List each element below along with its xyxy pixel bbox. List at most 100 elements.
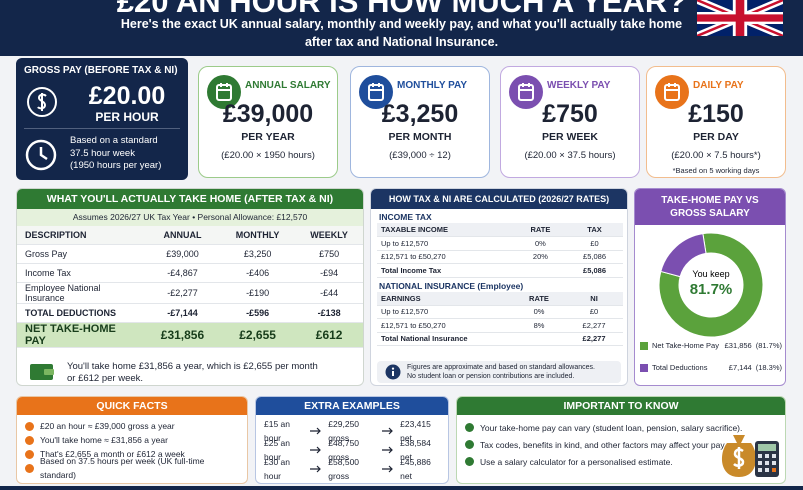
gross-note-line: 37.5 hour week — [70, 147, 135, 159]
table-cell: Gross Pay — [17, 244, 145, 264]
column-header: ANNUAL — [145, 226, 220, 245]
table-cell: TOTAL DEDUCTIONS — [17, 303, 145, 323]
arrow-icon — [382, 465, 394, 473]
pay-card: DAILY PAY £150 PER DAY (£20.00 × 7.5 hours*… — [646, 66, 786, 178]
center-label: You keep — [692, 269, 729, 279]
clock-icon — [25, 139, 57, 171]
important-text: Your take-home pay can vary (student loa… — [480, 422, 743, 433]
tax-column-header: RATE — [512, 291, 566, 306]
takehome-title: WHAT YOU'LL ACTUALLY TAKE HOME (AFTER TA… — [17, 189, 363, 209]
donut-chart: You keep 81.7% — [658, 232, 764, 338]
net-cell: £612 — [295, 322, 363, 348]
table-row: Employee National Insurance -£2,277 -£190-… — [17, 282, 363, 304]
legend-amount: £31,856 — [724, 341, 752, 350]
legend-amount: £7,144 — [728, 363, 752, 372]
card-calc: (£39,000 ÷ 12) — [389, 150, 451, 161]
table-cell: -£406 — [219, 263, 296, 283]
fact-text: £20 an hour ≈ £39,000 gross a year — [40, 421, 175, 431]
tax-cell: 0% — [514, 236, 567, 251]
examples-title: EXTRA EXAMPLES — [256, 397, 448, 415]
tax-footnote-line: Figures are approximate and based on sta… — [407, 364, 595, 371]
gross-unit: PER HOUR — [95, 110, 159, 124]
column-header: DESCRIPTION — [17, 226, 145, 245]
examples-list: £15 an hour £29,250 gross £23,415 net £25 a… — [256, 415, 448, 483]
tax-row: Up to £12,570 0% £0 — [377, 236, 623, 251]
gross-note-line: Based on a standard — [70, 135, 158, 146]
column-header: WEEKLY — [295, 226, 363, 245]
fact-item: That's £2,655 a month or £612 a week — [25, 447, 239, 461]
bullet — [25, 449, 34, 459]
tax-total-value: £5,086 — [566, 263, 623, 278]
tax-footnote: Figures are approximate and based on sta… — [407, 363, 595, 381]
footer-bar — [0, 486, 803, 490]
tax-cell: Up to £12,570 — [377, 305, 513, 319]
summary-line: or £612 per week. — [67, 373, 144, 384]
net-row: NET TAKE-HOME PAY £31,856 £2,655 £612 — [17, 322, 363, 348]
example-net: £38,584 net — [400, 437, 431, 462]
gross-label: GROSS PAY (BEFORE TAX & NI) — [24, 65, 178, 76]
tax-panel: HOW TAX & NI ARE CALCULATED (2026/27 RAT… — [370, 188, 628, 386]
card-title: DAILY PAY — [693, 80, 744, 91]
important-item: Your take-home pay can vary (student loa… — [465, 419, 777, 436]
table-row: Income Tax -£4,867 -£406 -£94 — [17, 263, 363, 283]
pay-card: MONTHLY PAY £3,250 PER MONTH (£39,000 ÷ 12) — [350, 66, 490, 178]
donut-title: TAKE-HOME PAY VS GROSS SALARY — [635, 189, 785, 225]
pay-card: ANNUAL SALARY £39,000 PER YEAR (£20.00 × 19… — [198, 66, 338, 178]
arrow-icon — [310, 446, 322, 454]
card-icon — [359, 75, 393, 109]
card-title: MONTHLY PAY — [397, 80, 468, 91]
important-item: Tax codes, benefits in kind, and other f… — [465, 436, 777, 453]
example-rate: £15 an hour — [264, 418, 290, 443]
center-value: 81.7% — [690, 281, 733, 298]
tax-cell: £0 — [566, 236, 623, 251]
tax-table: TAXABLE INCOME RATE TAX Up to £12,570 0% £0 £1… — [377, 223, 623, 278]
takehome-table: DESCRIPTION ANNUAL MONTHLY WEEKLY Gross Pay £… — [17, 226, 363, 348]
fact-item: £20 an hour ≈ £39,000 gross a year — [25, 419, 239, 433]
legend-label: Total Deductions — [652, 363, 708, 372]
legend-item: Net Take-Home Pay £31,856 (81.7%) — [640, 341, 782, 350]
gross-amount: £20.00 — [88, 82, 166, 110]
bullet — [465, 457, 474, 466]
fact-item: Based on 37.5 hours per week (UK full-ti… — [25, 456, 239, 480]
tax-total-row: Total National Insurance £2,277 — [377, 332, 623, 346]
card-amount: £39,000 — [222, 100, 314, 128]
bullet — [465, 423, 474, 432]
tax-cell: £5,086 — [566, 250, 623, 264]
example-rate: £25 an hour — [264, 437, 290, 462]
facts-list: £20 an hour ≈ £39,000 gross a year You'll… — [17, 415, 247, 480]
legend-label: Net Take-Home Pay — [652, 341, 719, 350]
table-cell: -£94 — [295, 263, 363, 283]
legend-percent: (18.3%) — [755, 363, 782, 372]
card-unit: PER MONTH — [388, 131, 452, 143]
legend-item: Total Deductions £7,144 (18.3%) — [640, 363, 782, 372]
example-net: £23,415 net — [400, 418, 431, 443]
example-rate: £30 an hour — [264, 456, 290, 481]
legend-percent: (81.7%) — [755, 341, 782, 350]
important-item: Use a salary calculator for a personalis… — [465, 453, 777, 470]
table-header-row: DESCRIPTION ANNUAL MONTHLY WEEKLY — [17, 226, 363, 245]
tax-section-title: INCOME TAX — [379, 212, 432, 222]
pay-card: WEEKLY PAY £750 PER WEEK (£20.00 × 37.5 hou… — [500, 66, 640, 178]
summary-line: You'll take home £31,856 a year, which i… — [67, 361, 318, 372]
tax-row: £12,571 to £50,270 8% £2,277 — [377, 318, 623, 333]
donut-slice — [660, 233, 707, 278]
example-item: £15 an hour £29,250 gross £23,415 net — [264, 419, 440, 443]
tax-column-header: NI — [565, 291, 623, 306]
tax-total-value: £2,277 — [565, 332, 623, 346]
example-gross: £29,250 gross — [328, 418, 360, 443]
table-row: Gross Pay £39,000 £3,250 £750 — [17, 244, 363, 264]
subtitle-line: Here's the exact UK annual salary, month… — [120, 17, 683, 31]
card-icon — [509, 75, 543, 109]
table-cell: Income Tax — [17, 263, 145, 283]
tax-footnote-line: No student loan or pension contributions… — [407, 373, 575, 380]
important-text: Use a salary calculator for a personalis… — [480, 456, 673, 467]
important-title: IMPORTANT TO KNOW — [457, 397, 785, 415]
arrow-icon — [310, 427, 322, 435]
card-calc: (£20.00 × 37.5 hours) — [524, 150, 616, 161]
tax-header-row: EARNINGS RATE NI — [377, 291, 623, 306]
arrow-icon — [310, 465, 322, 473]
tax-title: HOW TAX & NI ARE CALCULATED (2026/27 RAT… — [371, 189, 627, 209]
tax-section-title: NATIONAL INSURANCE (Employee) — [379, 280, 524, 291]
tax-cell: 20% — [514, 250, 567, 264]
important-text: Tax codes, benefits in kind, and other f… — [480, 439, 727, 450]
